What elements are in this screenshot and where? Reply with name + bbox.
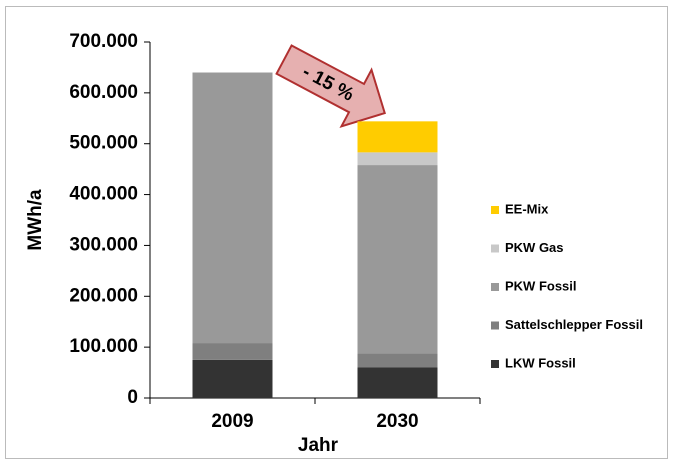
bar-segment [357, 121, 438, 153]
legend-label: EE-Mix [505, 201, 549, 216]
y-tick-label: 500.000 [69, 133, 138, 154]
bar-segment [357, 152, 438, 166]
bar-segment [192, 72, 273, 344]
bar-segment [357, 367, 438, 398]
x-tick-label: 2009 [211, 411, 253, 432]
legend-swatch [491, 283, 499, 291]
y-tick-label: 400.000 [69, 184, 138, 205]
legend-swatch [491, 360, 499, 368]
legend-swatch [491, 244, 499, 253]
y-tick-label: 100.000 [69, 336, 138, 357]
legend-swatch [491, 206, 499, 214]
y-tick-label: 300.000 [69, 234, 138, 255]
y-axis-label: MWh/a [25, 189, 46, 251]
y-tick-label: 700.000 [69, 31, 138, 52]
legend-label: PKW Gas [505, 240, 564, 255]
legend-label: PKW Fossil [505, 278, 577, 293]
legend-label: LKW Fossil [505, 355, 576, 370]
bar-segment [357, 165, 438, 354]
legend-label: Sattelschlepper Fossil [505, 317, 643, 332]
bar-segment [192, 359, 273, 398]
bar-segment [192, 343, 273, 360]
legend-swatch [491, 321, 499, 330]
arrow-shape [275, 44, 386, 129]
x-axis-label: Jahr [298, 435, 339, 456]
y-tick-label: 0 [127, 387, 138, 408]
y-tick-label: 600.000 [69, 82, 138, 103]
x-tick-label: 2030 [376, 411, 418, 432]
bar-segment [357, 353, 438, 368]
y-tick-label: 200.000 [69, 285, 138, 306]
